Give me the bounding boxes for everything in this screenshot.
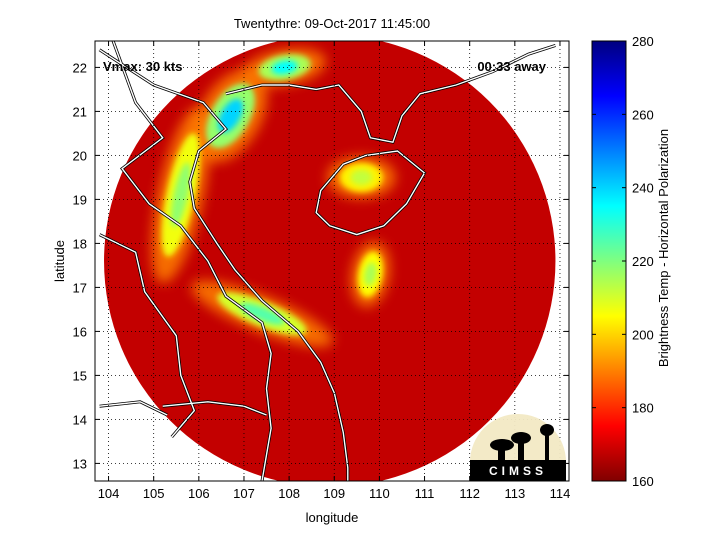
coastlines-white: [99, 41, 556, 481]
coastline: [162, 401, 267, 416]
y-tick-label: 13: [73, 456, 87, 471]
y-tick-label: 17: [73, 280, 87, 295]
x-tick-label: 107: [233, 486, 255, 501]
y-axis-ticks: 13 14 15 16 17 18 19 20 21 22: [73, 60, 569, 471]
feature-core: [239, 302, 285, 325]
y-tick-label: 14: [73, 412, 87, 427]
x-tick-label: 110: [369, 486, 390, 501]
coastline: [225, 44, 556, 144]
feature-core: [170, 162, 191, 228]
x-tick-label: 109: [323, 486, 345, 501]
coastline: [315, 150, 426, 236]
x-tick-label: 104: [98, 486, 120, 501]
x-tick-label: 113: [504, 486, 525, 501]
x-tick-label: 108: [278, 486, 300, 501]
time-away-annotation: 00:33 away: [477, 59, 546, 74]
feature-core: [364, 262, 377, 287]
colorbar-tick-label: 180: [632, 401, 654, 416]
colorbar-tick-label: 200: [632, 327, 654, 342]
cimss-logo: CIMSS: [470, 414, 566, 481]
y-axis-label: latitude: [52, 240, 67, 282]
coastline: [112, 41, 272, 481]
x-tick-label: 114: [550, 486, 571, 501]
colorbar-tick-label: 220: [632, 254, 654, 269]
colorbar-tick-label: 260: [632, 107, 654, 122]
x-tick-label: 111: [415, 486, 435, 501]
vmax-annotation: Vmax: 30 kts: [103, 59, 183, 74]
y-tick-label: 18: [73, 236, 87, 251]
x-tick-label: 105: [143, 486, 165, 501]
feature-core: [271, 60, 298, 75]
coastline: [99, 401, 168, 416]
colorbar: 280 260 240 220 200 180 160 Brightness Temp - …: [591, 34, 671, 489]
grid-lines: [95, 41, 569, 481]
y-tick-label: 15: [73, 368, 87, 383]
coastline: [99, 233, 196, 438]
brightness-features: [151, 48, 396, 347]
colorbar-tick-label: 240: [632, 181, 654, 196]
y-tick-label: 16: [73, 324, 87, 339]
y-tick-label: 21: [73, 104, 87, 119]
feature-core: [350, 169, 373, 186]
colorbar-tick-label: 280: [632, 34, 654, 49]
y-tick-label: 20: [73, 148, 87, 163]
colorbar-tick-label: 160: [632, 474, 654, 489]
y-tick-label: 22: [73, 60, 87, 75]
colorbar-gradient: [591, 40, 627, 482]
chart-title: Twentythre: 09-Oct-2017 11:45:00: [234, 16, 430, 31]
coastline: [99, 49, 349, 481]
colorbar-ticks: 280 260 240 220 200 180 160: [592, 34, 654, 489]
colorbar-label: Brightness Temp - Horizontal Polarizatio…: [656, 129, 671, 367]
cimss-logo-text: CIMSS: [489, 464, 547, 478]
axes-frame: [94, 40, 570, 482]
x-axis-ticks: 104 105 106 107 108 109 110 111 112 113 114: [98, 41, 571, 501]
plot-area: [95, 41, 569, 481]
x-tick-label: 106: [188, 486, 210, 501]
x-axis-label: longitude: [306, 510, 359, 525]
y-tick-label: 19: [73, 192, 87, 207]
x-tick-label: 112: [459, 486, 480, 501]
feature-core: [217, 98, 243, 133]
